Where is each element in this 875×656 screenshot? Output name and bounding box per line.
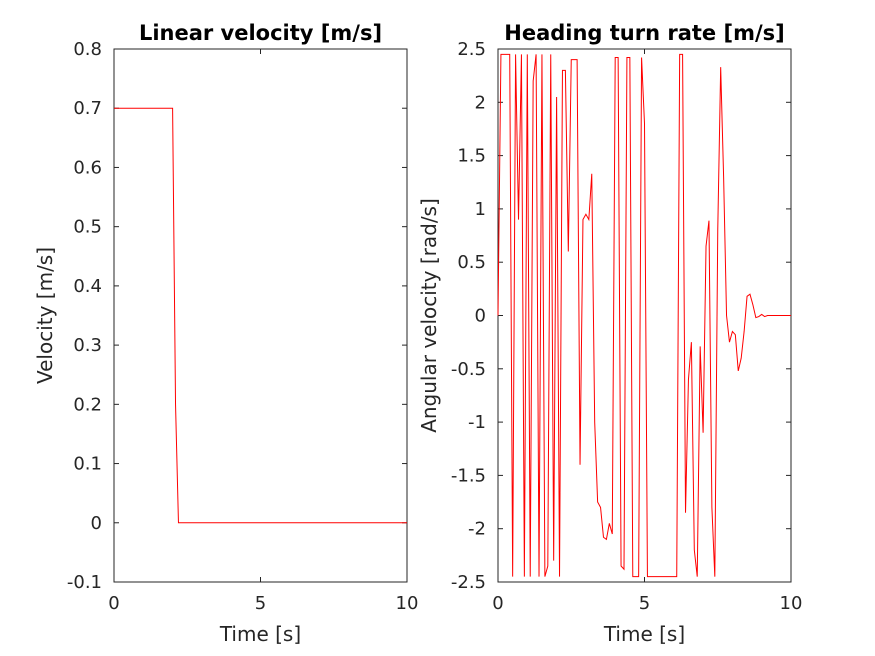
y-tick-label: 0 bbox=[475, 306, 486, 327]
y-tick-label: -0.5 bbox=[451, 359, 486, 380]
y-axis-label: Angular velocity [rad/s] bbox=[417, 198, 441, 433]
y-tick-labels: -0.1 0 0.1 0.2 0.3 0.4 0.5 0.6 0.7 0.8 bbox=[67, 39, 102, 593]
y-tick-label: -1.5 bbox=[451, 465, 486, 486]
x-tick-labels: 0 5 10 bbox=[108, 593, 418, 614]
series-line bbox=[497, 53, 791, 578]
y-tick-label: 1 bbox=[475, 199, 486, 220]
linear-velocity-axes: 0 5 10 -0.1 0 0.1 0.2 0.3 0.4 0.5 0.6 0.7 0.8 Linea… bbox=[33, 21, 418, 646]
y-tick-label: 1.5 bbox=[457, 146, 486, 167]
y-tick-label: 0.5 bbox=[73, 217, 102, 238]
y-tick-label: -0.1 bbox=[67, 572, 102, 593]
y-tick-label: -1 bbox=[468, 412, 486, 433]
y-tick-label: 0.7 bbox=[73, 98, 102, 119]
x-tick-label: 5 bbox=[639, 593, 650, 614]
y-tick-label: 0.4 bbox=[73, 276, 102, 297]
chart-title: Heading turn rate [m/s] bbox=[504, 21, 785, 45]
x-axis-label: Time [s] bbox=[603, 622, 685, 646]
x-tick-label: 0 bbox=[108, 593, 119, 614]
y-tick-label: -2 bbox=[468, 519, 486, 540]
y-tick-label: 0.1 bbox=[73, 454, 102, 475]
y-tick-label: 0.2 bbox=[73, 394, 102, 415]
x-tick-labels: 0 5 10 bbox=[492, 593, 802, 614]
y-tick-label: 0.6 bbox=[73, 157, 102, 178]
x-tick-label: 5 bbox=[255, 593, 266, 614]
x-tick-label: 10 bbox=[780, 593, 803, 614]
y-tick-label: -2.5 bbox=[451, 572, 486, 593]
y-tick-label: 0 bbox=[91, 513, 102, 534]
x-tick-label: 10 bbox=[396, 593, 419, 614]
x-axis-label: Time [s] bbox=[219, 622, 301, 646]
y-tick-label: 0.3 bbox=[73, 335, 102, 356]
y-tick-label: 0.8 bbox=[73, 39, 102, 60]
x-tick-label: 0 bbox=[492, 593, 503, 614]
y-tick-labels: -2.5 -2 -1.5 -1 -0.5 0 0.5 1 1.5 2 2.5 bbox=[451, 39, 486, 593]
axes-box bbox=[113, 48, 408, 583]
y-tick-label: 2.5 bbox=[457, 39, 486, 60]
series-line bbox=[114, 107, 407, 524]
heading-turn-rate-axes: 0 5 10 -2.5 -2 -1.5 -1 -0.5 0 0.5 1 1.5 2 2.5 Headin… bbox=[417, 21, 802, 646]
series-layer bbox=[497, 53, 791, 578]
y-tick-label: 2 bbox=[475, 92, 486, 113]
chart-title: Linear velocity [m/s] bbox=[139, 21, 382, 45]
y-tick-label: 0.5 bbox=[457, 252, 486, 273]
series-layer bbox=[114, 107, 407, 524]
y-axis-label: Velocity [m/s] bbox=[33, 247, 57, 384]
